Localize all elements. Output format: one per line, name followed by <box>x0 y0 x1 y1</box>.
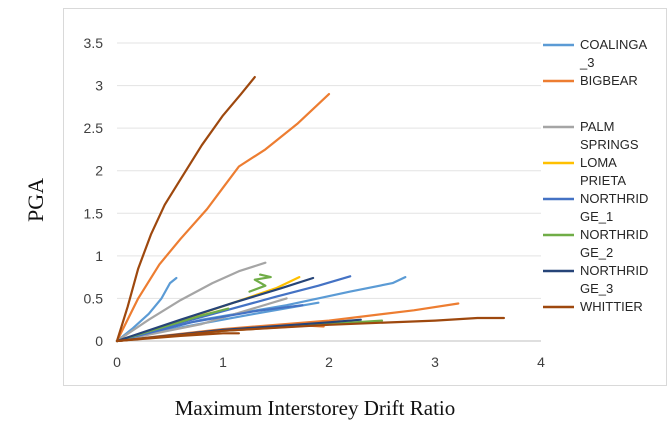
legend-entry: LOMA PRIETA <box>543 155 626 188</box>
legend-label: COALINGA <box>580 37 648 52</box>
legend: COALINGA _3 BIGBEAR PALM SPRINGS LOMA PRIETA NO… <box>543 37 648 314</box>
x-tick-label: 4 <box>537 354 545 370</box>
y-tick-label: 1.5 <box>84 205 104 221</box>
legend-label: GE_1 <box>580 209 613 224</box>
y-tick-label: 2 <box>95 163 103 179</box>
legend-label: BIGBEAR <box>580 73 638 88</box>
series-line <box>115 276 315 343</box>
series-line <box>115 304 304 343</box>
series-lines <box>115 76 505 343</box>
y-tick-label: 1 <box>95 248 103 264</box>
legend-label: NORTHRID <box>580 227 648 242</box>
series-line <box>115 261 267 343</box>
y-tick-label: 2.5 <box>84 120 104 136</box>
series-palm-springs <box>115 261 288 343</box>
legend-label: GE_2 <box>580 245 613 260</box>
series-line <box>115 76 256 343</box>
legend-entry: NORTHRID GE_1 <box>543 191 648 224</box>
legend-label: SPRINGS <box>580 137 639 152</box>
legend-label: NORTHRID <box>580 263 648 278</box>
legend-label: NORTHRID <box>580 191 648 206</box>
legend-entry: BIGBEAR <box>543 73 638 88</box>
series-line <box>115 332 240 343</box>
series-line <box>248 273 272 293</box>
legend-label: GE_3 <box>580 281 613 296</box>
x-tick-label: 0 <box>113 354 121 370</box>
legend-label: WHITTIER <box>580 299 643 314</box>
gridlines <box>117 42 541 342</box>
x-tick-label: 1 <box>219 354 227 370</box>
x-axis-label: Maximum Interstorey Drift Ratio <box>174 396 456 420</box>
y-tick-label: 3 <box>95 78 103 94</box>
series-line <box>115 276 178 343</box>
legend-label: PRIETA <box>580 173 626 188</box>
legend-entry: NORTHRID GE_2 <box>543 227 648 260</box>
legend-entry: WHITTIER <box>543 299 643 314</box>
y-tick-label: 0 <box>95 333 103 349</box>
series-whittier <box>115 76 505 343</box>
y-tick-labels: 0 0.5 1 1.5 2 2.5 3 3.5 <box>84 35 104 349</box>
x-tick-label: 2 <box>325 354 333 370</box>
legend-entry: COALINGA _3 <box>543 37 648 70</box>
series-line <box>115 316 505 343</box>
legend-entry: NORTHRID GE_3 <box>543 263 648 296</box>
x-tick-label: 3 <box>431 354 439 370</box>
legend-label: LOMA <box>580 155 617 170</box>
y-tick-label: 0.5 <box>84 290 104 306</box>
series-line <box>115 93 331 343</box>
x-tick-labels: 0 1 2 3 4 <box>113 354 545 370</box>
legend-label: _3 <box>579 55 594 70</box>
legend-label: PALM <box>580 119 614 134</box>
series-line <box>115 297 288 343</box>
y-tick-label: 3.5 <box>84 35 104 51</box>
legend-entry: PALM SPRINGS <box>543 119 639 152</box>
